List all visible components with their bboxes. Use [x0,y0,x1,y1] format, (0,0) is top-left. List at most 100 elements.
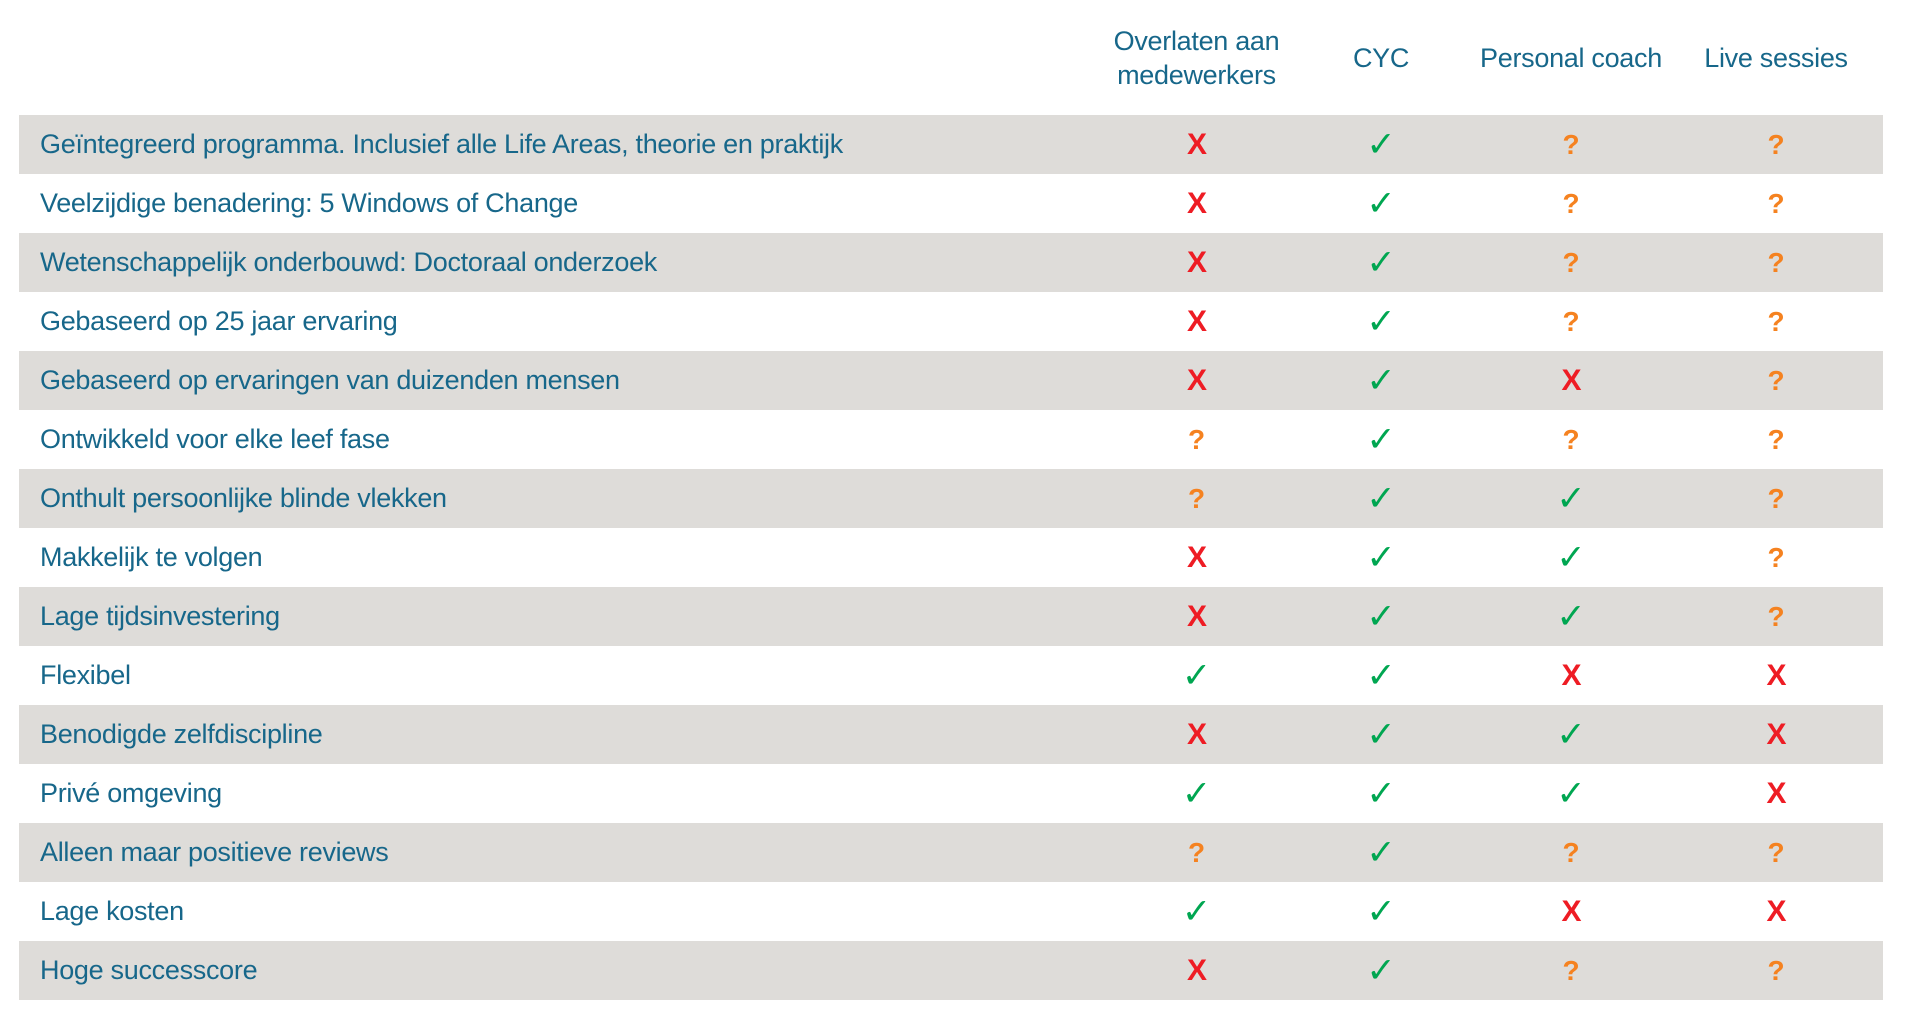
mark-cell: ? [1473,836,1669,868]
cross-icon: X [1766,717,1786,751]
question-icon: ? [1767,128,1785,160]
table-row: Benodigde zelfdiscipline X ✓ ✓ X [19,705,1883,764]
check-icon: ✓ [1366,125,1396,164]
mark-cell: X [1473,894,1669,928]
mark-cell: X [1104,129,1289,160]
mark-cell: ? [1669,836,1883,868]
check-icon: ✓ [1556,597,1586,636]
column-header-cyc: CYC [1352,42,1410,73]
question-icon: ? [1767,836,1785,868]
mark-cell: ✓ [1104,776,1289,811]
cross-icon: X [1186,245,1207,279]
row-label: Hoge successcore [40,955,258,985]
check-icon: ✓ [1181,892,1212,931]
mark-cell: X [1104,363,1289,397]
cross-icon: X [1766,894,1786,928]
table-row: Privé omgeving ✓ ✓ ✓ X [19,764,1883,823]
mark-cell: X [1669,717,1883,751]
table-row: Ontwikkeld voor elke leef fase ? ✓ ? ? [19,410,1883,469]
cross-icon: X [1186,717,1207,751]
mark-cell: X [1104,245,1289,279]
question-icon: ? [1562,305,1580,337]
cross-icon: X [1186,953,1207,987]
row-label: Gebaseerd op ervaringen van duizenden me… [40,365,620,395]
check-icon: ✓ [1366,715,1396,754]
check-icon: ✓ [1366,184,1396,223]
question-icon: ? [1767,305,1785,337]
mark-cell: ✓ [1289,953,1473,988]
table-row: Makkelijk te volgen X ✓ ✓ ? [19,528,1883,587]
mark-cell: X [1669,658,1883,692]
table-row: Veelzijdige benadering: 5 Windows of Cha… [19,174,1883,233]
check-icon: ✓ [1556,715,1586,754]
check-icon: ✓ [1366,833,1396,872]
check-icon: ✓ [1556,538,1586,577]
mark-cell: X [1669,894,1883,928]
question-icon: ? [1562,187,1580,219]
row-label: Lage tijdsinvestering [40,601,280,631]
question-icon: ? [1767,187,1785,219]
table-row: Gebaseerd op ervaringen van duizenden me… [19,351,1883,410]
check-icon: ✓ [1366,361,1396,400]
mark-cell: X [1104,540,1289,574]
table-row: Gebaseerd op 25 jaar ervaring X ✓ ? ? [19,292,1883,351]
mark-cell: ? [1669,305,1883,337]
mark-cell: ✓ [1289,658,1473,693]
mark-cell: ? [1669,366,1883,395]
mark-cell: ? [1473,423,1669,455]
mark-cell: ? [1473,305,1669,337]
question-icon: ? [1562,954,1580,986]
question-icon: ? [1562,836,1580,868]
mark-cell: X [1104,599,1289,633]
table-row: Lage tijdsinvestering X ✓ ✓ ? [19,587,1883,646]
mark-cell: ? [1104,836,1289,868]
mark-cell: X [1104,717,1289,751]
question-icon: ? [1562,423,1580,455]
mark-cell: ? [1104,425,1289,454]
mark-cell: ✓ [1104,894,1289,929]
check-icon: ✓ [1366,420,1396,459]
mark-cell: ✓ [1289,599,1473,634]
check-icon: ✓ [1366,892,1396,931]
row-label: Flexibel [40,660,131,690]
cross-icon: X [1561,363,1581,397]
mark-cell: ✓ [1289,894,1473,929]
table-row: Alleen maar positieve reviews ? ✓ ? ? [19,823,1883,882]
mark-cell: ? [1473,246,1669,278]
mark-cell: ✓ [1289,717,1473,752]
mark-cell: X [1473,660,1669,691]
row-label: Veelzijdige benadering: 5 Windows of Cha… [40,188,578,218]
row-label: Geïntegreerd programma. Inclusief alle L… [40,129,843,159]
mark-cell: X [1104,953,1289,987]
cross-icon: X [1186,540,1207,574]
cross-icon: X [1186,363,1207,397]
mark-cell: X [1104,306,1289,337]
question-icon: ? [1562,128,1580,160]
mark-cell: ✓ [1289,304,1473,339]
mark-cell: ? [1473,954,1669,986]
table-row: Lage kosten ✓ ✓ X X [19,882,1883,941]
question-icon: ? [1767,246,1785,278]
mark-cell: ✓ [1289,776,1473,811]
check-icon: ✓ [1556,774,1586,813]
row-label: Alleen maar positieve reviews [40,837,389,867]
row-label: Gebaseerd op 25 jaar ervaring [40,306,398,336]
mark-cell: ✓ [1473,776,1669,811]
question-icon: ? [1767,954,1785,986]
table-header: Overlaten aan medewerkers CYC Personal c… [19,0,1883,115]
cross-icon: X [1186,599,1207,633]
cross-icon: X [1561,894,1581,928]
question-icon: ? [1562,246,1580,278]
mark-cell: ✓ [1289,422,1473,457]
mark-cell: ? [1669,602,1883,631]
mark-cell: ✓ [1473,599,1669,634]
cross-icon: X [1766,658,1786,692]
column-header-overlaten-aan-medewerkers: Overlaten aan medewerkers [1113,25,1280,90]
mark-cell: ? [1669,246,1883,278]
check-icon: ✓ [1556,479,1586,518]
mark-cell: ? [1669,543,1883,572]
check-icon: ✓ [1366,302,1396,341]
question-icon: ? [1187,836,1206,868]
mark-cell: ✓ [1289,835,1473,870]
row-label: Makkelijk te volgen [40,542,263,572]
